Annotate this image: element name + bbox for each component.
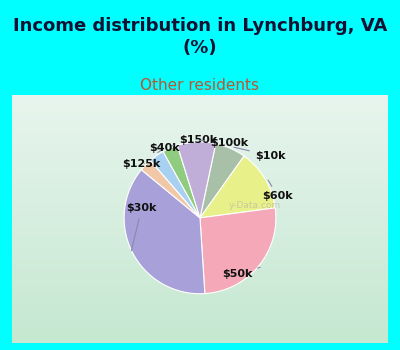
Wedge shape <box>177 142 216 218</box>
Text: $150k: $150k <box>172 135 217 146</box>
Text: $60k: $60k <box>262 180 293 202</box>
Wedge shape <box>163 146 200 218</box>
Wedge shape <box>200 208 276 294</box>
Wedge shape <box>200 144 244 218</box>
Text: y-Data.com: y-Data.com <box>229 201 281 210</box>
Wedge shape <box>124 170 205 294</box>
Wedge shape <box>150 152 200 218</box>
Text: $10k: $10k <box>234 147 285 161</box>
Text: Other residents: Other residents <box>140 78 260 93</box>
Text: $50k: $50k <box>222 267 260 279</box>
Text: $100k: $100k <box>199 138 248 148</box>
Text: Income distribution in Lynchburg, VA
(%): Income distribution in Lynchburg, VA (%) <box>13 17 387 57</box>
Text: $30k: $30k <box>126 203 157 251</box>
Wedge shape <box>200 156 275 218</box>
Wedge shape <box>141 160 200 218</box>
Text: $40k: $40k <box>150 143 180 153</box>
Text: $125k: $125k <box>122 159 161 169</box>
